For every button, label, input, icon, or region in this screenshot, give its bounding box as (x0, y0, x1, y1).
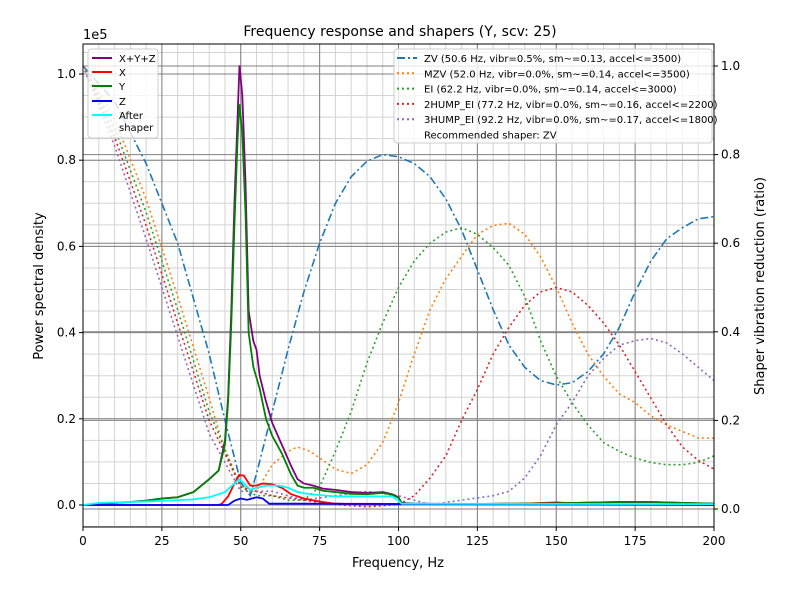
y-right-tick-label: 0.4 (721, 325, 740, 339)
y-right-tick-label: 1.0 (721, 59, 740, 73)
legend-label: X (119, 68, 126, 79)
legend-label: Y (118, 82, 126, 93)
grid (82, 44, 715, 528)
y-offset-label: 1e5 (83, 28, 108, 43)
y-tick-label: 0.2 (57, 412, 76, 426)
legend-shapers: ZV (50.6 Hz, vibr=0.5%, sm~=0.13, accel<… (393, 48, 718, 144)
legend-label: After shaper (119, 111, 154, 134)
x-tick-label: 25 (154, 534, 169, 548)
legend-label: Z (119, 97, 126, 108)
shaper-line-4 (82, 65, 715, 506)
y-tick-label: 0.0 (57, 498, 76, 512)
y-right-tick-label: 0.8 (721, 148, 740, 162)
y-axis-label: Power spectral density (32, 212, 47, 360)
x-tick-label: 0 (79, 534, 87, 548)
legend-label: EI (62.2 Hz, vibr=0.0%, sm~=0.14, accel<… (424, 85, 677, 96)
x-tick-label: 175 (624, 534, 647, 548)
x-tick-label: 150 (545, 534, 568, 548)
axes: 0 25 50 75 100 125 150 175 200 0.0 0.0 0.2 0.2 0.4 0.4… (57, 59, 740, 548)
legend-label: 3HUMP_EI (92.2 Hz, vibr=0.0%, sm~=0.17, … (424, 115, 718, 126)
x-tick-label: 100 (387, 534, 410, 548)
legend-box (393, 48, 713, 144)
y-right-tick-label: 0.0 (721, 502, 740, 516)
y-axis-right-label: Shaper vibration reduction (ratio) (753, 177, 768, 395)
shaper-line-3 (82, 65, 715, 508)
x-tick-label: 50 (233, 534, 248, 548)
recommended-shaper-label: Recommended shaper: ZV (424, 131, 557, 142)
shaper-line-2 (82, 65, 715, 501)
psd-line-4 (82, 477, 715, 506)
plot-area (82, 65, 715, 508)
shaper-line-0 (82, 65, 715, 498)
x-tick-label: 200 (703, 534, 726, 548)
legend-psd: X+Y+Z XYZ After shaper (87, 48, 159, 139)
legend-label: 2HUMP_EI (77.2 Hz, vibr=0.0%, sm~=0.16, … (424, 100, 718, 111)
y-tick-label: 1.0 (57, 67, 76, 81)
x-tick-label: 125 (466, 534, 489, 548)
x-axis-label: Frequency, Hz (352, 556, 444, 571)
y-right-tick-label: 0.2 (721, 413, 740, 427)
chart-title: Frequency response and shapers (Y, scv: … (243, 24, 556, 40)
y-tick-label: 0.6 (57, 239, 76, 253)
y-right-tick-label: 0.6 (721, 236, 740, 250)
y-tick-label: 0.4 (57, 326, 76, 340)
legend-label: ZV (50.6 Hz, vibr=0.5%, sm~=0.13, accel<… (424, 54, 681, 65)
psd-line-3 (83, 496, 715, 506)
legend-label: X+Y+Z (119, 54, 156, 65)
x-tick-label: 75 (312, 534, 327, 548)
legend-label: MZV (52.0 Hz, vibr=0.0%, sm~=0.14, accel… (424, 69, 690, 80)
y-tick-label: 0.8 (57, 153, 76, 167)
